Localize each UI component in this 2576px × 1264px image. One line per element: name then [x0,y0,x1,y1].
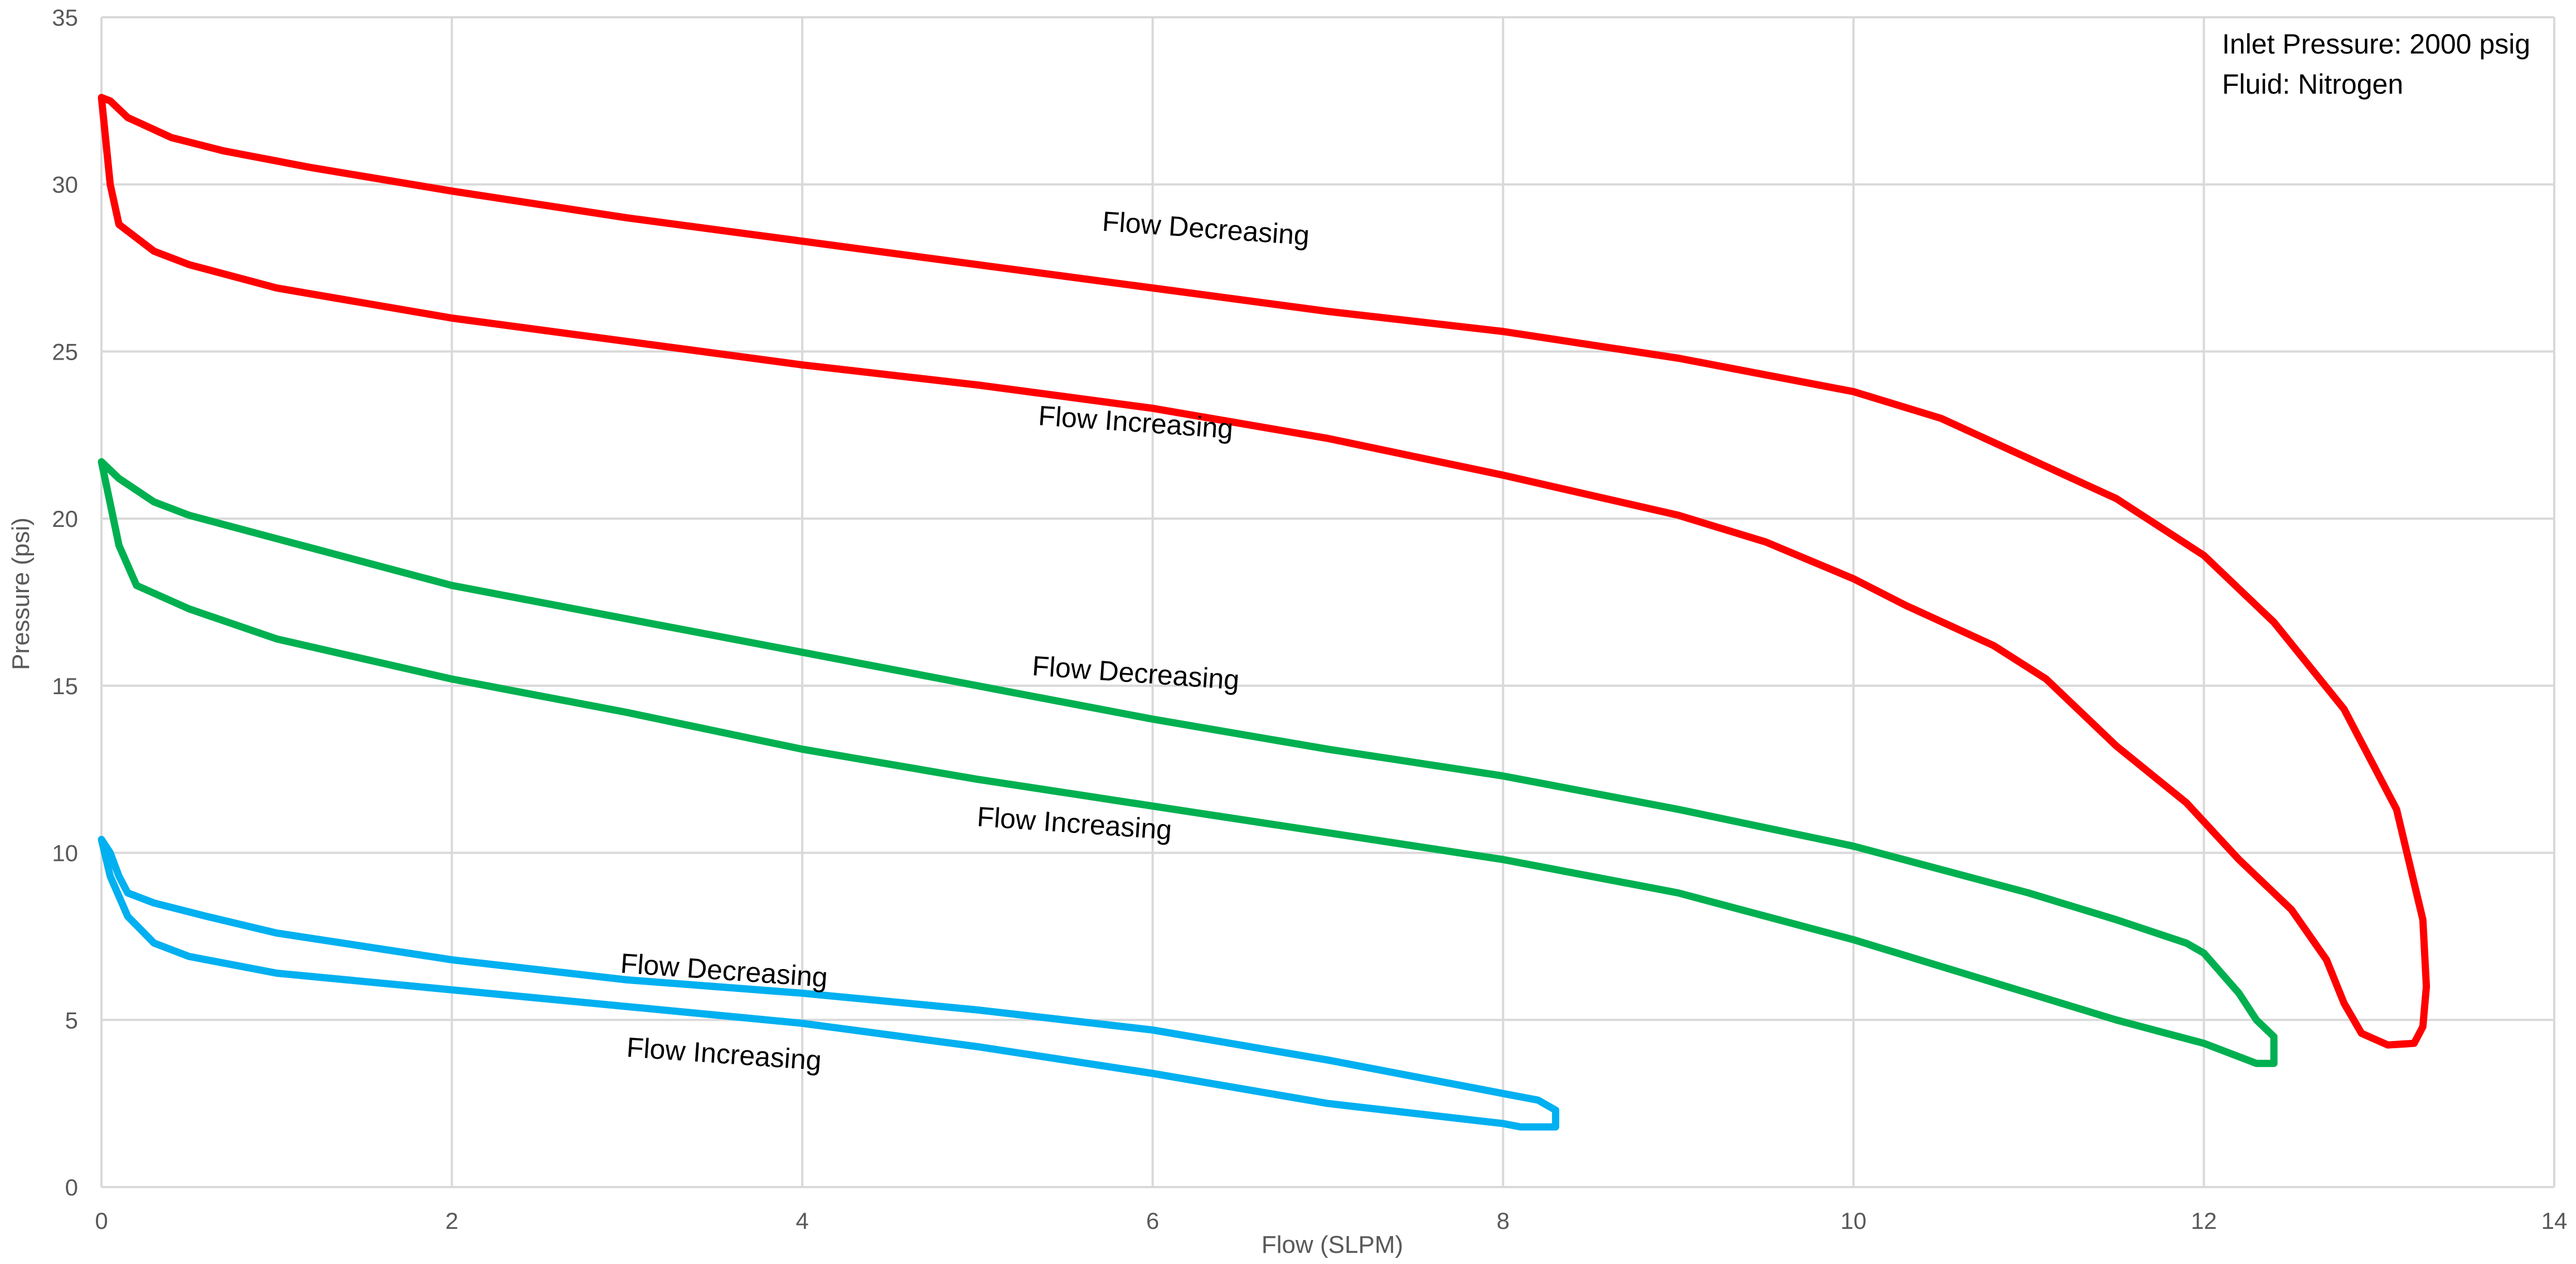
y-tick-label: 15 [52,673,78,699]
x-tick-label: 10 [1840,1208,1866,1234]
series-line-3 [98,836,1560,1131]
y-tick-label: 0 [65,1174,78,1200]
x-tick-label: 2 [445,1208,458,1234]
y-tick-label: 30 [52,172,78,198]
x-tick-label: 8 [1497,1208,1510,1234]
y-axis-title: Pressure (psi) [7,517,35,670]
annotations: Flow Decreasing Flow Increasing Flow Decre… [619,206,1311,1077]
info-line-inlet-pressure: Inlet Pressure: 2000 psig [2222,28,2530,60]
x-tick-label: 6 [1146,1208,1159,1234]
series-line-1 [98,94,2431,1049]
y-tick-label: 5 [65,1007,78,1033]
x-tick-label: 0 [95,1208,108,1234]
y-tick-label: 20 [52,506,78,532]
axes: 0 2 4 6 8 10 12 14 0 5 10 15 20 25 30 35 [52,4,2567,1234]
x-tick-label: 14 [2541,1208,2568,1234]
annotation-label: Flow Increasing [625,1031,822,1076]
info-line-fluid: Fluid: Nitrogen [2222,69,2403,100]
series-line-2 [98,458,2278,1067]
y-tick-label: 25 [52,338,78,365]
x-tick-label: 4 [795,1208,808,1234]
x-axis-title: Flow (SLPM) [1262,1231,1403,1258]
info-box: Inlet Pressure: 2000 psig Fluid: Nitroge… [2222,28,2530,100]
x-tick-label: 12 [2191,1208,2217,1234]
series-layer [98,94,2431,1131]
y-tick-label: 10 [52,840,78,866]
annotation-label: Flow Decreasing [1031,650,1240,696]
y-tick-label: 35 [52,4,78,31]
annotation-label: Flow Increasing [1037,400,1234,444]
annotation-label: Flow Decreasing [1101,206,1310,251]
